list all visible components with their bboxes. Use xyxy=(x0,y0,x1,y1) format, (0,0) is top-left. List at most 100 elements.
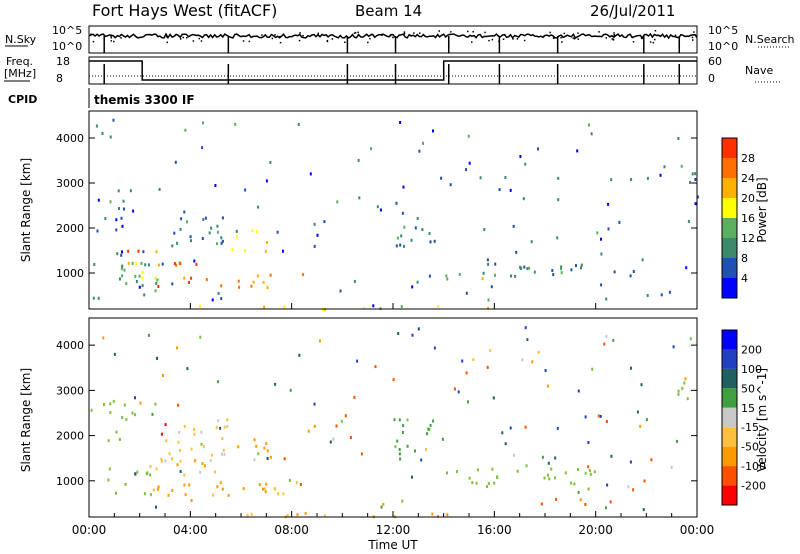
data-cell xyxy=(149,465,152,468)
colorbar-tick-label: -100 xyxy=(741,460,766,473)
data-cell xyxy=(414,226,417,230)
data-cell xyxy=(117,189,120,193)
data-cell xyxy=(223,425,226,429)
data-cell xyxy=(263,305,266,309)
data-cell xyxy=(465,371,468,375)
data-cell xyxy=(277,492,280,496)
data-cell xyxy=(457,390,460,394)
data-cell xyxy=(395,201,398,205)
data-cell xyxy=(640,383,643,387)
power-y-ticks: 1000 2000 3000 4000 xyxy=(56,132,697,280)
data-cell xyxy=(406,444,409,448)
data-cell xyxy=(269,273,272,277)
data-cell xyxy=(147,333,150,337)
noise-search-point xyxy=(326,40,329,43)
data-cell xyxy=(149,473,152,477)
data-cell xyxy=(210,226,213,230)
noise-search-point xyxy=(577,38,579,40)
noise-tick-top: 10^5 xyxy=(52,24,82,37)
data-cell xyxy=(220,236,223,240)
data-cell xyxy=(103,403,105,406)
data-cell xyxy=(577,468,579,471)
data-cell xyxy=(199,470,202,474)
data-cell xyxy=(183,424,186,428)
data-cell xyxy=(151,412,154,416)
station-title: Fort Hays West (fitACF) xyxy=(92,1,277,20)
data-cell xyxy=(486,258,489,262)
data-cell xyxy=(487,306,490,310)
data-cell xyxy=(546,473,549,477)
data-cell xyxy=(97,296,100,300)
data-cell xyxy=(157,487,159,491)
data-cell xyxy=(214,184,217,187)
data-cell xyxy=(587,487,590,491)
data-cell xyxy=(606,483,609,487)
data-cell xyxy=(402,424,405,428)
data-cell xyxy=(299,483,302,486)
x-tick-label: 00:00 xyxy=(680,523,715,537)
data-cell xyxy=(212,493,215,497)
data-cell xyxy=(265,179,268,183)
data-cell xyxy=(458,272,461,276)
data-cell xyxy=(547,384,549,388)
colorbar-segment xyxy=(722,446,737,467)
x-tick-label: 20:00 xyxy=(578,523,613,537)
noise-search-point xyxy=(413,32,415,34)
y-tick-label: 4000 xyxy=(56,132,84,145)
beam-title: Beam 14 xyxy=(355,2,422,20)
data-cell xyxy=(432,129,434,133)
noise-search-point xyxy=(331,38,334,40)
noise-search-point xyxy=(274,34,276,36)
data-cell xyxy=(487,262,490,266)
data-cell xyxy=(689,180,691,184)
data-cell xyxy=(183,473,186,477)
noise-search-point xyxy=(598,31,600,33)
noise-search-point xyxy=(674,34,677,37)
data-cell xyxy=(282,492,285,496)
cpid-label: CPID xyxy=(8,93,37,106)
data-cell xyxy=(101,132,104,135)
data-cell xyxy=(687,219,690,223)
data-cell xyxy=(428,274,431,278)
colorbar-tick-label: 20 xyxy=(741,192,755,205)
data-cell xyxy=(680,164,683,168)
colorbar-segment xyxy=(722,388,737,408)
data-cell xyxy=(289,388,292,392)
data-cell xyxy=(630,178,633,181)
colorbar-tick-label: -50 xyxy=(741,441,759,454)
noise-search-point xyxy=(182,36,184,39)
colorbar-segment xyxy=(722,258,737,278)
data-cell xyxy=(109,200,112,204)
y-tick-label: 3000 xyxy=(56,177,84,190)
data-cell xyxy=(188,483,191,487)
data-cell xyxy=(471,481,474,485)
data-cell xyxy=(134,275,137,278)
data-cell xyxy=(465,291,468,295)
data-cell xyxy=(264,487,266,491)
data-cell xyxy=(253,458,256,462)
nave-tick-bottom: 0 xyxy=(708,72,715,85)
data-cell xyxy=(183,276,186,280)
data-cell xyxy=(162,374,164,377)
data-cell xyxy=(360,452,363,456)
data-cell xyxy=(593,470,596,474)
noise-search-point xyxy=(279,41,282,44)
data-cell xyxy=(676,439,678,443)
data-cell xyxy=(138,274,141,278)
data-cell xyxy=(253,438,256,442)
data-cell xyxy=(179,227,182,231)
data-cell xyxy=(440,176,443,180)
noise-right-tick-bottom: 10^0 xyxy=(708,40,738,53)
data-cell xyxy=(449,183,452,187)
data-cell xyxy=(263,446,266,450)
data-cell xyxy=(590,132,593,136)
data-cell xyxy=(445,274,448,278)
data-cell xyxy=(596,231,599,235)
power-data-cells xyxy=(92,118,699,311)
colorbar-tick-label: 12 xyxy=(741,232,755,245)
data-cell xyxy=(570,268,573,272)
data-cell xyxy=(629,274,632,278)
velocity-y-ticks: 1000 2000 3000 4000 xyxy=(56,339,697,488)
noise-search-point xyxy=(317,32,319,35)
